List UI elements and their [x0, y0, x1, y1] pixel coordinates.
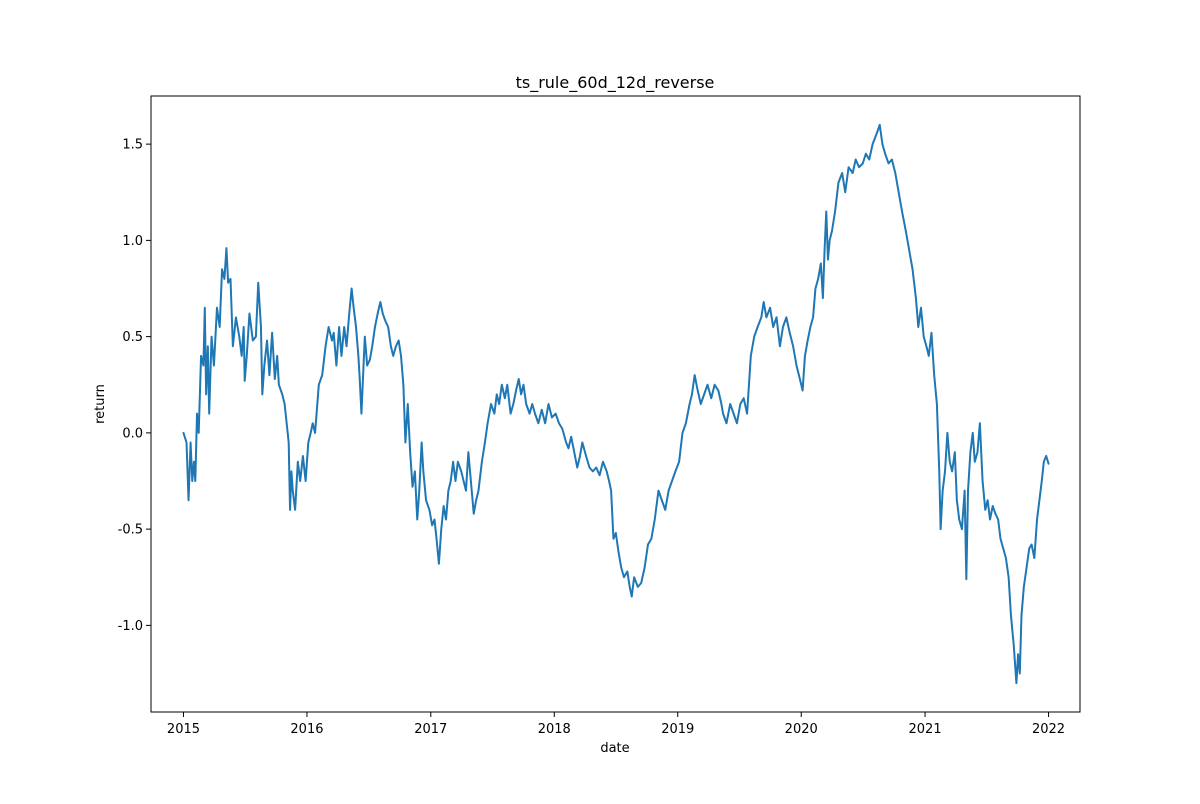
y-axis-label: return — [93, 384, 108, 424]
y-tick-label: -0.5 — [118, 523, 143, 538]
x-tick-label: 2020 — [785, 722, 818, 737]
x-tick-label: 2019 — [661, 722, 694, 737]
x-axis-ticks: 2015 2016 2017 2018 2019 2020 2021 2022 — [167, 712, 1065, 737]
y-tick-label: 0.0 — [122, 426, 143, 441]
x-axis-label: date — [600, 741, 629, 756]
x-tick-label: 2018 — [538, 722, 571, 737]
return-series-line — [182, 123, 1050, 685]
x-tick-label: 2015 — [167, 722, 200, 737]
chart-title: ts_rule_60d_12d_reverse — [516, 73, 715, 93]
y-axis-ticks: -1.0 -0.5 0.0 0.5 1.0 1.5 — [118, 138, 151, 634]
x-tick-label: 2022 — [1032, 722, 1065, 737]
plot-frame — [150, 95, 1081, 713]
x-tick-label: 2017 — [414, 722, 447, 737]
y-tick-label: 1.0 — [122, 234, 143, 249]
x-tick-label: 2016 — [290, 722, 323, 737]
y-tick-label: 1.5 — [122, 138, 143, 153]
x-tick-label: 2021 — [909, 722, 942, 737]
y-tick-label: 0.5 — [122, 330, 143, 345]
y-tick-label: -1.0 — [118, 619, 143, 634]
